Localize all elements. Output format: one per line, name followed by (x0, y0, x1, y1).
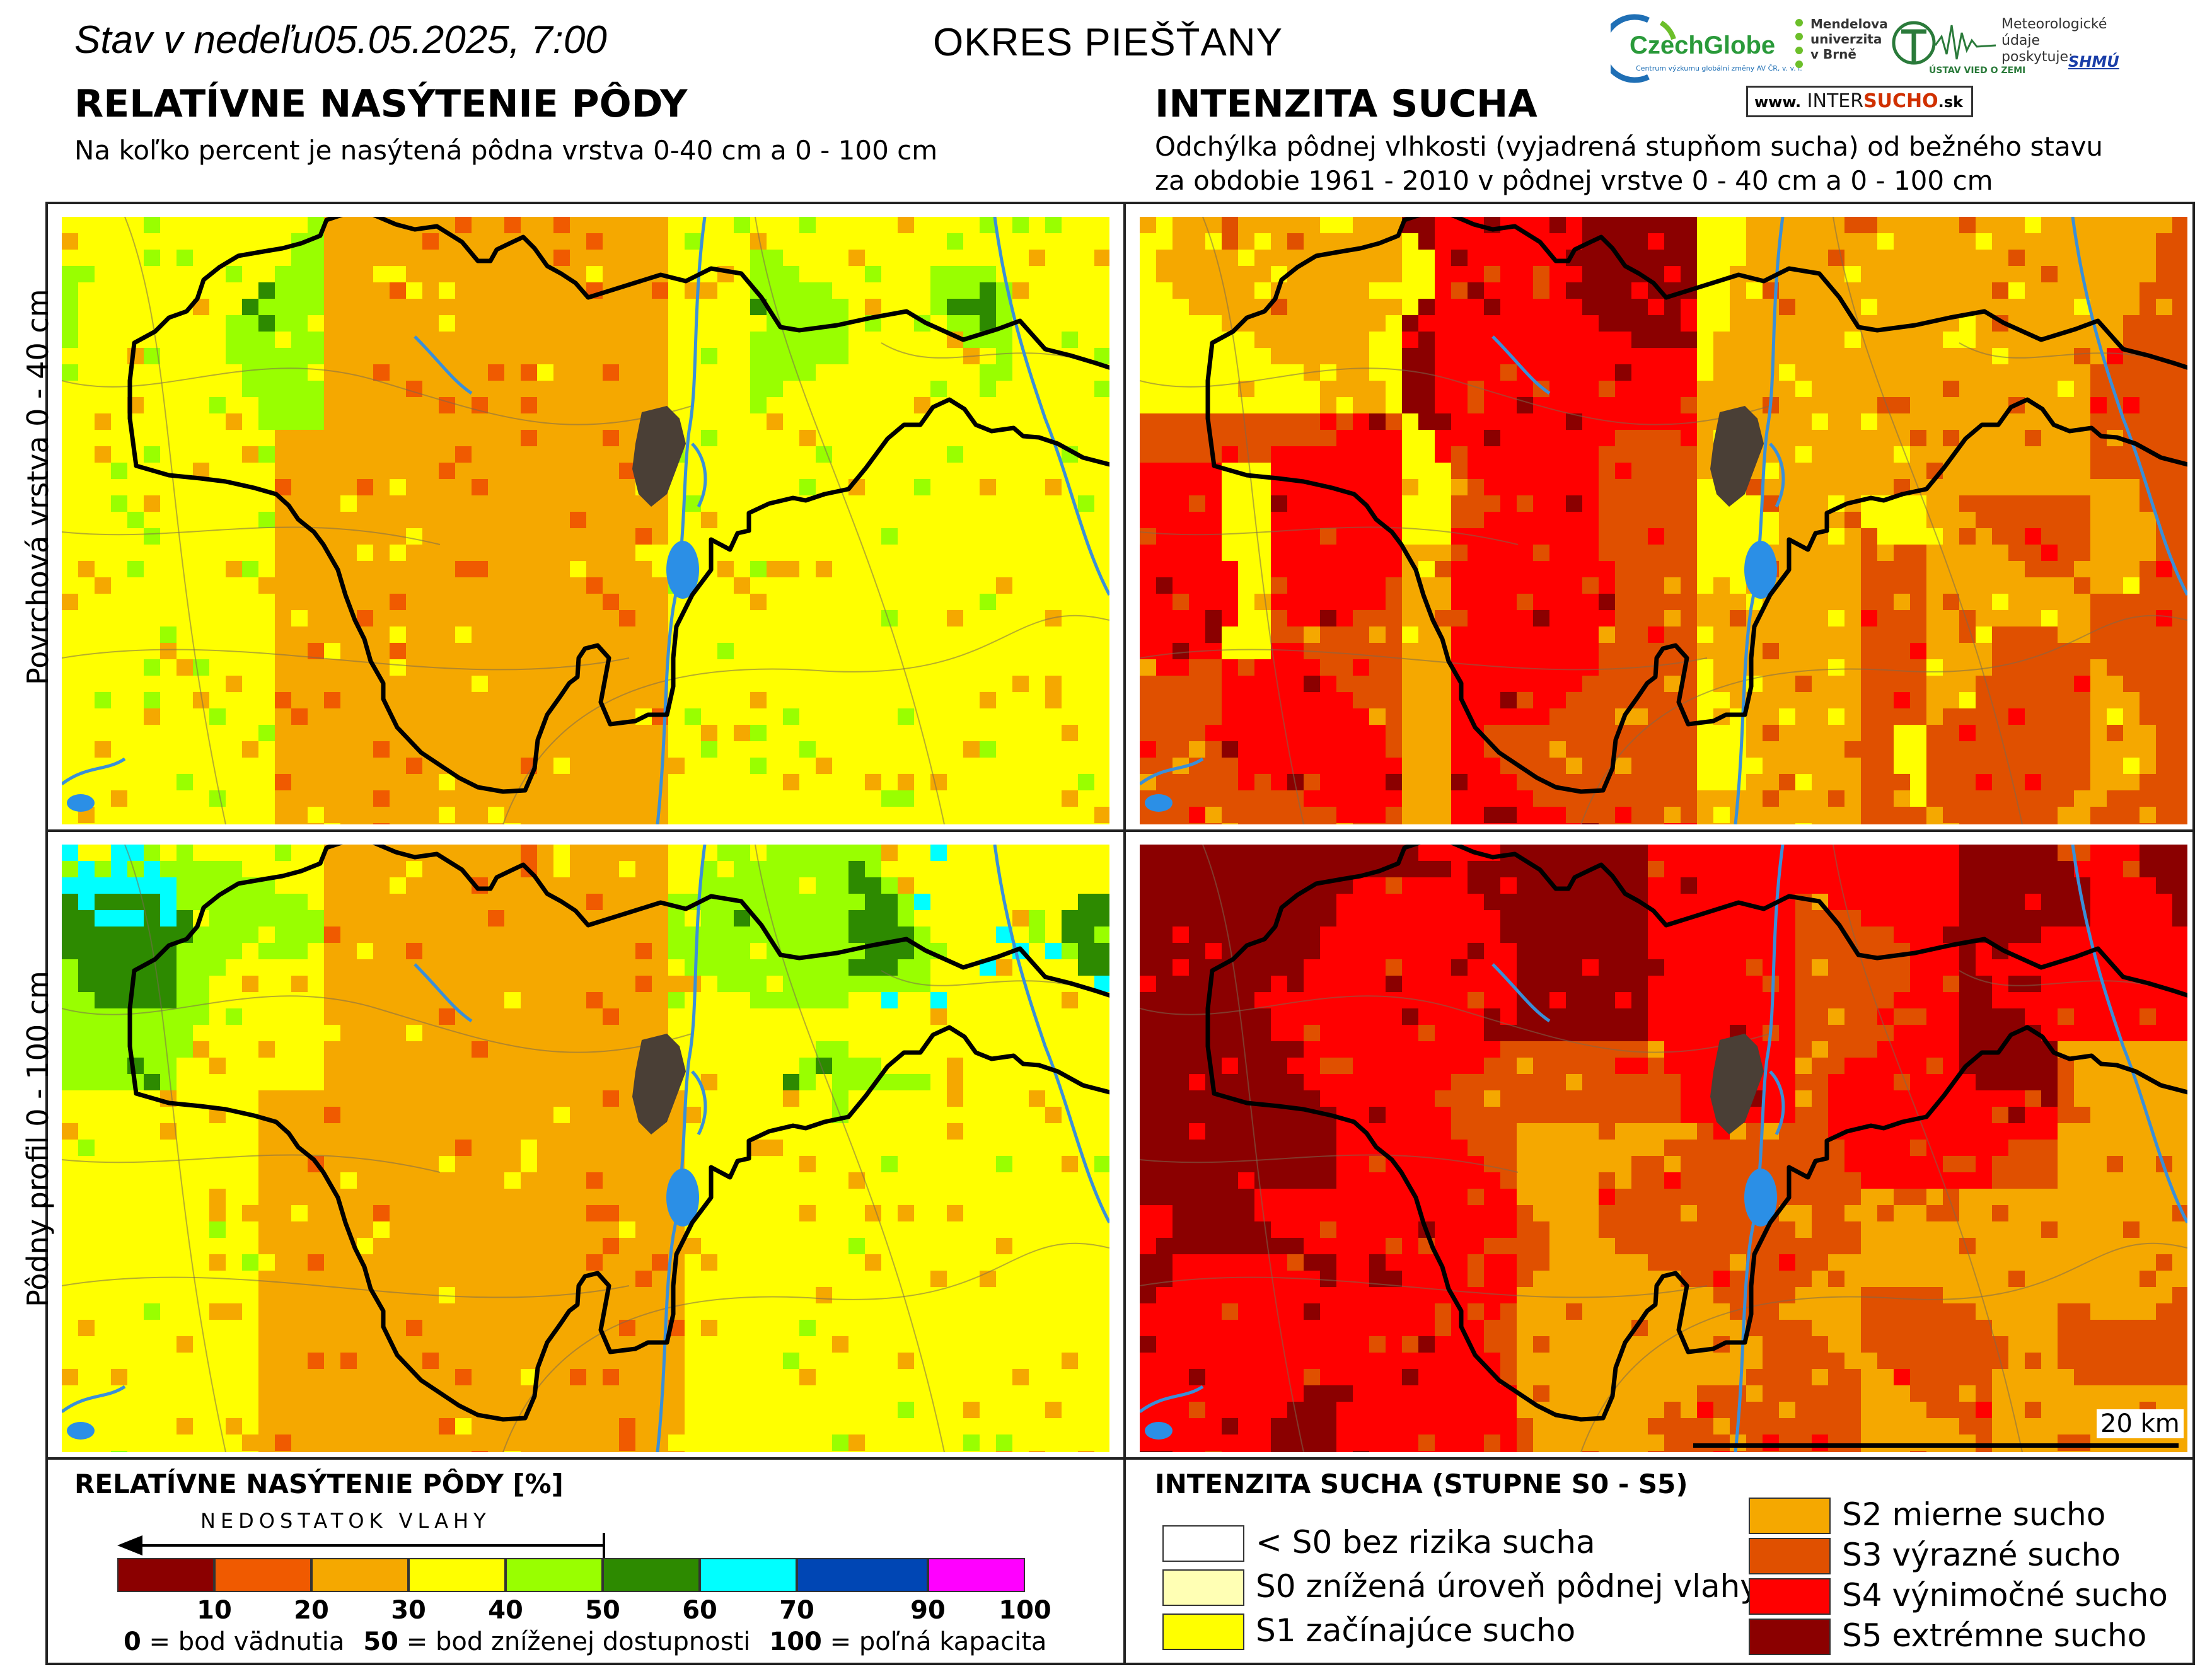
drought-class-swatch (1749, 1619, 1831, 1655)
legend-left-title: RELATÍVNE NASÝTENIE PÔDY [%] (74, 1469, 564, 1499)
meteo-line-1: Meteorologické (2001, 16, 2107, 32)
drought-class-swatch (1749, 1578, 1831, 1615)
map-drought-profile-svg (1140, 845, 2187, 1452)
drought-class-label: S0 znížená úroveň pôdnej vlahy (1256, 1568, 1759, 1605)
mendel-logo: Mendelova univerzita v Brně (1790, 15, 1888, 84)
saturation-tick-label: 60 (682, 1596, 717, 1625)
saturation-tick-label: 50 (585, 1596, 620, 1625)
footnote-3-text: = poľná kapacita (821, 1627, 1047, 1656)
meteo-logo: Meteorologické údaje poskytuje: SHMÚ (2001, 16, 2128, 79)
czechglobe-logo: CzechGlobe Centrum výzkumu globální změn… (1600, 14, 1802, 83)
footnote-3-value: 100 (769, 1627, 822, 1656)
map-drought-surface[interactable] (1140, 217, 2187, 824)
uvz-logo: ÚSTAV VIED O ZEMI (1891, 18, 2025, 81)
scale-bar-line (1693, 1443, 2179, 1448)
saturation-tick-label: 10 (197, 1596, 232, 1625)
legend-footnote: 0 = bod vädnutia 50 = bod zníženej dostup… (124, 1627, 1046, 1656)
saturation-tick-label: 30 (391, 1596, 426, 1625)
intersucho-sk: .sk (1938, 93, 1964, 111)
row-label-top: Povrchová vrstva 0 - 40 cm (21, 289, 55, 685)
drought-class-swatch (1162, 1613, 1244, 1650)
map-saturation-surface[interactable] (62, 217, 1109, 824)
saturation-class-swatch (311, 1558, 409, 1592)
scale-bar-label: 20 km (2097, 1409, 2184, 1438)
uvz-text: ÚSTAV VIED O ZEMI (1929, 66, 2026, 76)
saturation-tick-label: 40 (488, 1596, 523, 1625)
row-label-bottom: Pôdny profil 0 - 100 cm (21, 971, 55, 1307)
right-section-title: INTENZITA SUCHA (1155, 82, 1537, 126)
left-section-subtitle: Na koľko percent je nasýtená pôdna vrstv… (74, 135, 938, 166)
saturation-tick-label: 100 (999, 1596, 1051, 1625)
legend-arrow-label: NEDOSTATOK VLAHY (200, 1509, 491, 1533)
saturation-class-swatch (927, 1558, 1025, 1592)
map-drought-surface-svg (1140, 217, 2187, 824)
footnote-2-value: 50 (363, 1627, 399, 1656)
saturation-class-swatch (506, 1558, 603, 1592)
czechglobe-text: CzechGlobe (1630, 32, 1776, 59)
meteo-line-2: údaje (2001, 33, 2041, 49)
drought-class-label: S4 výnimočné sucho (1842, 1577, 2168, 1613)
mendel-line-2: univerzita (1810, 32, 1882, 47)
saturation-tick-label: 70 (779, 1596, 814, 1625)
map-saturation-profile[interactable] (62, 845, 1109, 1452)
saturation-class-swatch (797, 1558, 928, 1592)
legend-right-title: INTENZITA SUCHA (STUPNE S0 - S5) (1155, 1469, 1688, 1499)
intersucho-inter: INTER (1807, 90, 1864, 112)
drought-class-swatch (1162, 1569, 1244, 1606)
district-title: OKRES PIEŠŤANY (933, 21, 1283, 64)
right-section-subtitle-2: za obdobie 1961 - 2010 v pôdnej vrstve 0… (1155, 165, 1993, 196)
intersucho-www: www. (1754, 93, 1802, 111)
footnote-1-text: = bod vädnutia (141, 1627, 345, 1656)
left-section-title: RELATÍVNE NASÝTENIE PÔDY (74, 82, 688, 126)
mendel-line-3: v Brně (1810, 47, 1856, 62)
legend-frame-right (1123, 1457, 2195, 1665)
saturation-tick-label: 20 (294, 1596, 329, 1625)
saturation-class-swatch (214, 1558, 311, 1592)
saturation-legend-bar (117, 1558, 1025, 1592)
saturation-legend-ticks: 10 20 30 40 50 60 70 90 100 (117, 1593, 1051, 1625)
drought-class-label: S5 extrémne sucho (1842, 1617, 2147, 1654)
drought-class-label: S3 výrazné sucho (1842, 1537, 2121, 1573)
meteo-line-3: poskytuje: (2001, 49, 2073, 65)
czechglobe-subtext: Centrum výzkumu globální změny AV ČR, v.… (1636, 64, 1802, 72)
footnote-1-value: 0 (124, 1627, 141, 1656)
map-drought-profile[interactable] (1140, 845, 2187, 1452)
date-title: Stav v nedeľu05.05.2025, 7:00 (74, 18, 607, 62)
right-section-subtitle-1: Odchýlka pôdnej vlhkosti (vyjadrená stup… (1155, 131, 2104, 162)
saturation-class-swatch (603, 1558, 700, 1592)
drought-class-label: < S0 bez rizika sucha (1256, 1524, 1595, 1561)
mendel-line-1: Mendelova (1810, 16, 1888, 32)
footnote-2-text: = bod zníženej dostupnosti (398, 1627, 751, 1656)
intersucho-logo: www. INTERSUCHO.sk (1746, 86, 1973, 117)
saturation-class-swatch (700, 1558, 797, 1592)
saturation-class-swatch (117, 1558, 214, 1592)
map-saturation-profile-svg (62, 845, 1109, 1452)
saturation-class-swatch (408, 1558, 506, 1592)
shmu-text: SHMÚ (2068, 53, 2119, 71)
drought-class-swatch (1162, 1525, 1244, 1562)
drought-class-label: S1 začínajúce sucho (1256, 1612, 1576, 1649)
drought-class-swatch (1749, 1538, 1831, 1574)
intersucho-sucho: SUCHO (1863, 90, 1938, 112)
saturation-tick-label: 90 (910, 1596, 946, 1625)
map-saturation-surface-svg (62, 217, 1109, 824)
drought-class-label: S2 mierne sucho (1842, 1496, 2106, 1533)
drought-class-swatch (1749, 1498, 1831, 1534)
